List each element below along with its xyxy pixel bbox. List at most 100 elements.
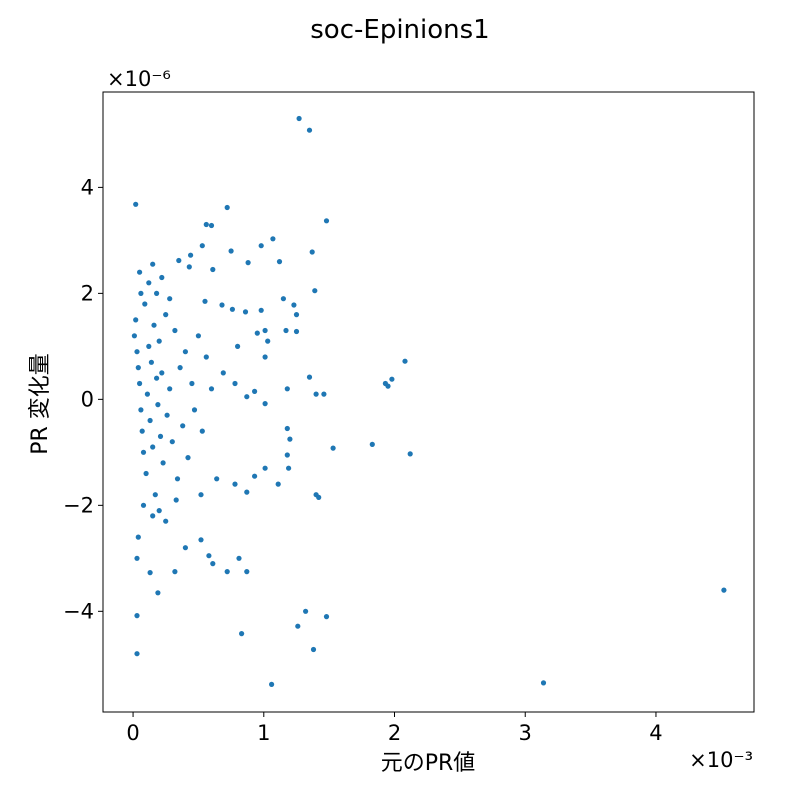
y-tick-label: 0 <box>81 387 94 411</box>
scatter-point <box>330 445 336 451</box>
scatter-point <box>293 328 300 335</box>
scatter-point <box>154 290 160 296</box>
scatter-point <box>138 407 144 413</box>
scatter-point <box>229 306 235 312</box>
scatter-point <box>146 343 152 349</box>
scatter-point <box>203 354 209 360</box>
scatter-point <box>284 386 290 392</box>
scatter-point <box>139 428 145 434</box>
scatter-point <box>182 349 188 355</box>
scatter-point <box>208 386 215 392</box>
scatter-point <box>306 127 313 133</box>
scatter-point <box>242 309 249 315</box>
scatter-point <box>540 680 547 686</box>
scatter-point <box>159 274 165 281</box>
scatter-point <box>280 296 286 302</box>
scatter-point <box>182 545 188 551</box>
scatter-point <box>269 681 275 688</box>
y-tick-label: 4 <box>81 175 94 199</box>
scatter-point <box>137 380 143 387</box>
y-tick-label: −4 <box>63 599 94 623</box>
scatter-point <box>172 569 178 575</box>
x-tick-label: 3 <box>519 721 532 745</box>
scatter-point <box>389 376 395 382</box>
chart-title: soc-Epinions1 <box>310 15 489 45</box>
scatter-point <box>198 492 204 498</box>
scatter-point <box>167 386 173 392</box>
scatter-points <box>131 115 727 688</box>
scatter-point <box>323 218 330 224</box>
scatter-point <box>180 423 186 429</box>
scatter-point <box>210 266 216 273</box>
scatter-point <box>160 460 166 466</box>
y-tick-label: −2 <box>63 493 94 517</box>
scatter-point <box>134 555 140 561</box>
scatter-point <box>291 302 297 308</box>
scatter-point <box>148 359 154 365</box>
scatter-point <box>252 388 258 394</box>
x-axis-label: 元のPR値 <box>381 751 476 776</box>
scatter-point <box>206 553 212 559</box>
scatter-point <box>245 260 251 266</box>
scatter-point <box>220 370 226 376</box>
scatter-point <box>140 449 147 455</box>
scatter-point <box>202 298 208 304</box>
scatter-point <box>219 302 225 308</box>
x-offset-label: ×10⁻³ <box>689 748 753 772</box>
y-tick-label: 2 <box>81 281 94 305</box>
scatter-point <box>164 412 170 418</box>
scatter-point <box>402 358 408 364</box>
scatter-point <box>287 436 293 442</box>
scatter-point <box>135 534 141 540</box>
scatter-point <box>275 481 281 487</box>
scatter-point <box>369 441 375 447</box>
x-axis-ticks: 0 1 2 3 4 <box>126 712 663 745</box>
scatter-point <box>244 569 250 575</box>
scatter-point <box>147 417 153 424</box>
scatter-point <box>293 312 300 318</box>
scatter-point <box>150 513 156 519</box>
scatter-point <box>208 222 215 229</box>
scatter-point <box>252 473 258 479</box>
scatter-point <box>258 243 264 249</box>
scatter-point <box>151 322 157 328</box>
scatter-point <box>203 221 209 228</box>
y-offset-label: ×10⁻⁶ <box>107 67 171 91</box>
scatter-point <box>159 370 165 376</box>
scatter-point <box>270 236 276 242</box>
scatter-point <box>131 333 137 339</box>
scatter-point <box>172 327 178 334</box>
scatter-point <box>135 365 141 371</box>
scatter-point <box>232 380 238 387</box>
scatter-point <box>199 243 205 249</box>
scatter-point <box>235 343 241 349</box>
scatter-point <box>169 439 175 445</box>
scatter-point <box>303 608 309 614</box>
scatter-point <box>262 354 268 360</box>
scatter-point <box>140 502 147 508</box>
scatter-point <box>254 330 260 336</box>
scatter-point <box>262 401 268 407</box>
scatter-point <box>163 518 169 524</box>
scatter-point <box>295 623 301 629</box>
scatter-point <box>244 394 250 400</box>
scatter-point <box>167 296 173 302</box>
scatter-point <box>157 433 164 439</box>
scatter-point <box>144 391 150 397</box>
scatter-point <box>155 402 161 408</box>
scatter-point <box>174 476 181 482</box>
scatter-point <box>312 288 318 294</box>
x-tick-label: 4 <box>649 721 662 745</box>
scatter-point <box>185 455 191 461</box>
scatter-point <box>296 115 302 122</box>
scatter-point <box>262 465 268 471</box>
scatter-point <box>191 407 198 413</box>
scatter-point <box>137 269 143 275</box>
scatter-point <box>133 317 139 323</box>
scatter-point <box>306 374 313 380</box>
scatter-point <box>284 425 290 432</box>
scatter-point <box>228 248 234 254</box>
scatter-point <box>239 631 245 637</box>
scatter-point <box>156 508 162 514</box>
